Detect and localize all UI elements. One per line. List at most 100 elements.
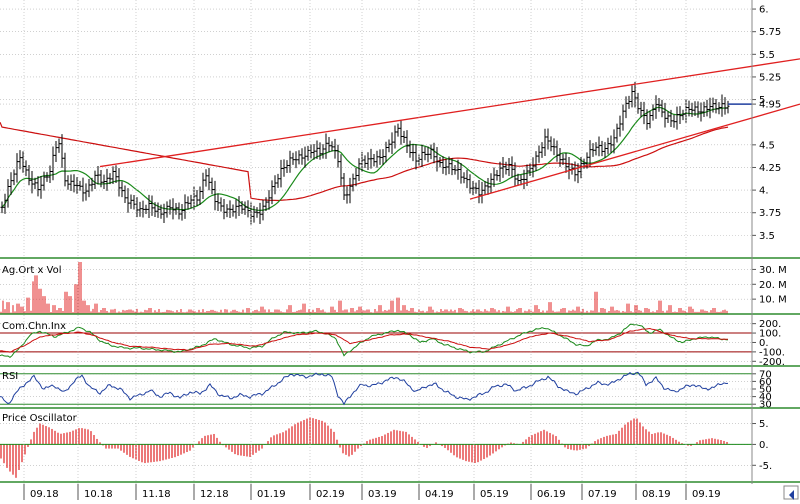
y-tick-label: -100. [759, 347, 785, 358]
ohlc-bar [273, 175, 277, 195]
ohlc-bar [168, 199, 172, 215]
ohlc-bar [555, 140, 559, 162]
ohlc-bar [300, 148, 304, 165]
price-oscillator-panel-title: Price Oscillator [2, 413, 78, 424]
ohlc-bar [345, 186, 349, 204]
y-tick-label: 5.25 [759, 72, 781, 83]
ohlc-bar [630, 85, 634, 108]
ohlc-bar [612, 129, 616, 154]
ohlc-bar [276, 173, 280, 188]
ohlc-bar [642, 101, 646, 125]
ohlc-bar [117, 168, 121, 197]
ohlc-bar [288, 150, 292, 173]
y-tick-label: 0. [759, 338, 769, 349]
y-tick-label: 60 [759, 377, 772, 388]
ohlc-bar [153, 202, 157, 217]
ohlc-bar [63, 152, 67, 187]
y-tick-label: 0. [759, 440, 769, 451]
ohlc-bar [663, 102, 667, 128]
ohlc-bar [222, 199, 226, 220]
trendline [99, 58, 800, 168]
ohlc-bar [291, 152, 295, 165]
y-tick-label: 4. [759, 186, 769, 197]
y-tick-label: 50 [759, 385, 772, 396]
x-tick-label: 01.19 [257, 489, 286, 500]
ohlc-bar [21, 151, 25, 173]
ohlc-bar [420, 144, 424, 168]
trendline [469, 103, 800, 200]
ohlc-bar [702, 101, 706, 118]
ohlc-bar [294, 151, 298, 169]
ohlc-bar [333, 138, 337, 159]
ohlc-bar [414, 144, 418, 170]
ohlc-bar [462, 172, 466, 184]
ohlc-bar [381, 149, 385, 165]
x-tick-label: 10.18 [84, 489, 113, 500]
ohlc-bar [363, 155, 367, 169]
ohlc-bar [699, 102, 703, 122]
x-tick-label: 11.18 [142, 489, 171, 500]
y-tick-label: -200. [759, 357, 785, 368]
cci-panel: 200.100.0.-100.-200. Com.Chn.Inx [0, 319, 785, 368]
ohlc-bar [165, 201, 169, 218]
ohlc-bar [99, 169, 103, 188]
ohlc-bar [714, 99, 718, 114]
ohlc-bar [498, 161, 502, 182]
ohlc-bar [327, 136, 331, 153]
ohlc-bar [255, 207, 259, 218]
ohlc-bar [9, 172, 13, 195]
ohlc-bar [336, 144, 340, 168]
ohlc-bar [426, 146, 430, 163]
ohlc-bar [621, 104, 625, 131]
ohlc-bar [453, 164, 457, 175]
ohlc-bar [549, 136, 553, 152]
ohlc-bar [615, 123, 619, 143]
ohlc-bar [516, 173, 520, 186]
rsi-line [0, 371, 729, 406]
ohlc-bar [264, 197, 268, 211]
ohlc-bar [189, 194, 193, 209]
ohlc-bar [195, 190, 199, 206]
ohlc-bar [471, 181, 475, 196]
ohlc-bar [270, 180, 274, 205]
ohlc-bar [39, 176, 43, 199]
ohlc-bar [669, 109, 673, 127]
ohlc-bar [627, 95, 631, 109]
x-tick-label: 05.19 [480, 489, 509, 500]
ohlc-bar [561, 153, 565, 165]
ohlc-bar [324, 133, 328, 159]
ma-short-line [1, 106, 729, 212]
ohlc-bar [312, 143, 316, 160]
y-tick-label: 3.75 [759, 208, 781, 219]
y-tick-label: 5. [759, 95, 769, 106]
ohlc-bar [543, 128, 547, 156]
ohlc-bar [30, 170, 34, 194]
ohlc-bar [282, 159, 286, 177]
scroll-arrow-icon[interactable] [783, 485, 799, 500]
ohlc-bar [477, 179, 481, 204]
ohlc-bar [459, 162, 463, 184]
ohlc-bar [87, 179, 91, 198]
ohlc-bar [618, 115, 622, 137]
ohlc-bar [672, 114, 676, 128]
ohlc-bar [693, 101, 697, 117]
ohlc-bar [303, 146, 307, 168]
ohlc-bar [486, 177, 490, 195]
ohlc-bar [384, 141, 388, 163]
x-tick-label: 09.19 [692, 489, 721, 500]
ohlc-bar [174, 202, 178, 215]
ohlc-bar [354, 167, 358, 187]
x-axis: 09.18 10.18 11.18 12.18 01.19 02.19 03.19 04.19… [23, 0, 721, 500]
ohlc-bar [711, 97, 715, 113]
y-tick-label: 20. M [759, 280, 787, 291]
ohlc-bar [120, 181, 124, 198]
ohlc-bar [519, 174, 523, 186]
ohlc-bar [456, 159, 460, 180]
y-tick-label: 5.75 [759, 27, 781, 38]
ohlc-bar [27, 164, 31, 186]
cci-slow-line [0, 327, 729, 353]
ohlc-bar [201, 172, 205, 199]
ohlc-bar [432, 142, 436, 164]
